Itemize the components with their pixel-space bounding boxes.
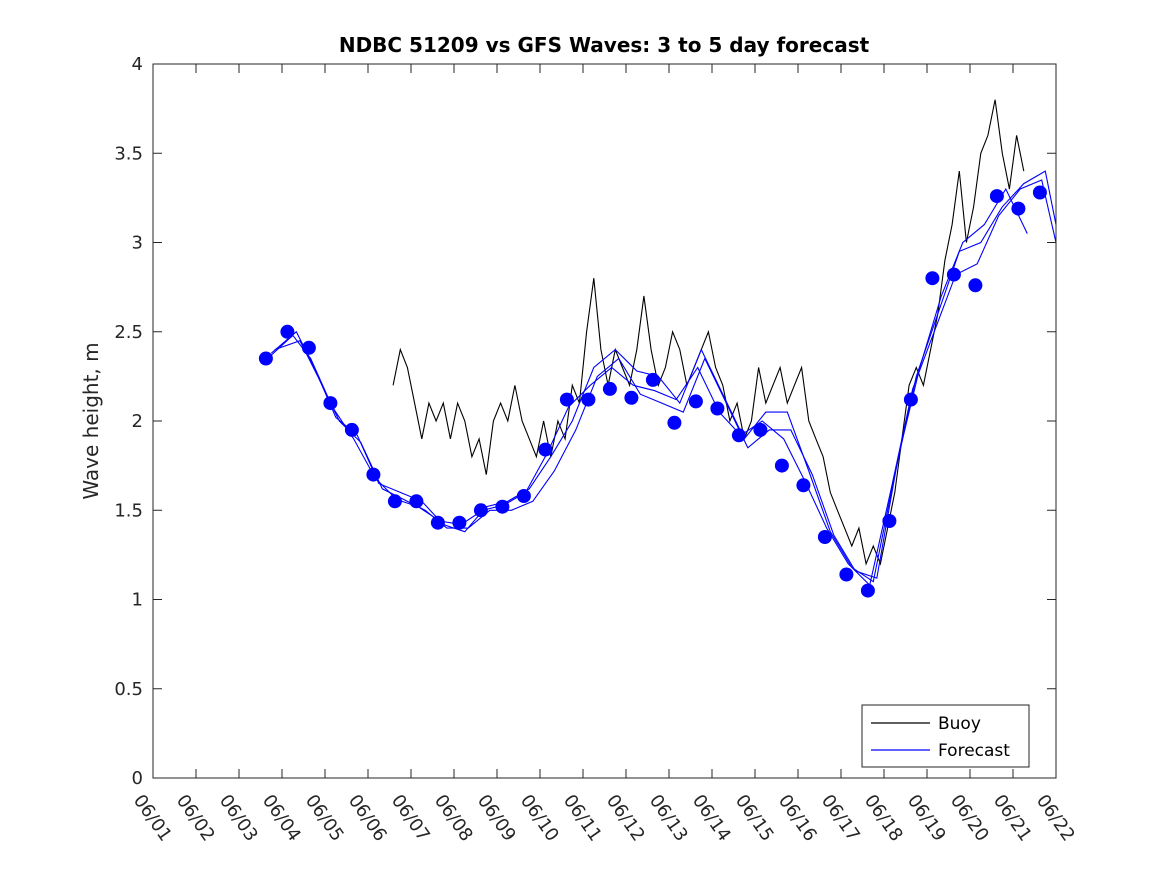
forecast-line-2 (267, 179, 1057, 587)
forecast-point (774, 458, 789, 473)
forecast-point (430, 515, 445, 530)
forecast-point (688, 394, 703, 409)
forecast-point (602, 381, 617, 396)
legend-box (861, 704, 1030, 768)
y-tick-label: 0.5 (114, 679, 143, 700)
forecast-point (731, 428, 746, 443)
forecast-point (387, 494, 402, 509)
forecast-point (280, 324, 295, 339)
forecast-point (817, 530, 832, 544)
plot-area (153, 64, 1056, 778)
forecast-point (925, 271, 940, 286)
forecast-point (258, 351, 273, 366)
series-layer (258, 99, 1057, 598)
forecast-point (753, 422, 768, 437)
plot-background (153, 64, 1056, 778)
y-tick-label: 0 (132, 768, 143, 789)
forecast-point (1011, 201, 1026, 216)
y-tick-label: 3 (132, 233, 143, 254)
forecast-point (839, 567, 854, 582)
axes-frame (152, 63, 1057, 779)
y-tick-label: 2.5 (114, 322, 143, 343)
forecast-point (968, 278, 983, 293)
y-axis-ticks: 0 0.5 1 1.5 2 2.5 3 3.5 4 (114, 54, 1056, 789)
forecast-point (860, 583, 875, 598)
forecast-point (452, 515, 467, 530)
forecast-point (624, 390, 639, 405)
forecast-line-4 (274, 187, 1028, 579)
forecast-point (516, 489, 531, 503)
forecast-line-3 (270, 170, 1057, 583)
forecast-point (796, 478, 811, 493)
y-axis-label: Wave height, m (79, 342, 103, 499)
forecast-point (667, 415, 682, 430)
legend: Buoy Forecast (861, 704, 1030, 768)
forecast-point (559, 392, 574, 407)
forecast-point (538, 442, 553, 457)
forecast-point (989, 189, 1004, 204)
y-tick-label: 4 (132, 54, 143, 75)
y-tick-label: 1 (132, 590, 143, 611)
legend-label-buoy: Buoy (938, 714, 981, 734)
y-tick-label: 3.5 (114, 143, 143, 164)
chart-title: NDBC 51209 vs GFS Waves: 3 to 5 day fore… (339, 33, 870, 57)
legend-label-forecast: Forecast (938, 741, 1010, 761)
axes-box (152, 63, 1057, 779)
y-tick-label: 1.5 (114, 500, 143, 521)
y-tick-label: 2 (132, 411, 143, 432)
